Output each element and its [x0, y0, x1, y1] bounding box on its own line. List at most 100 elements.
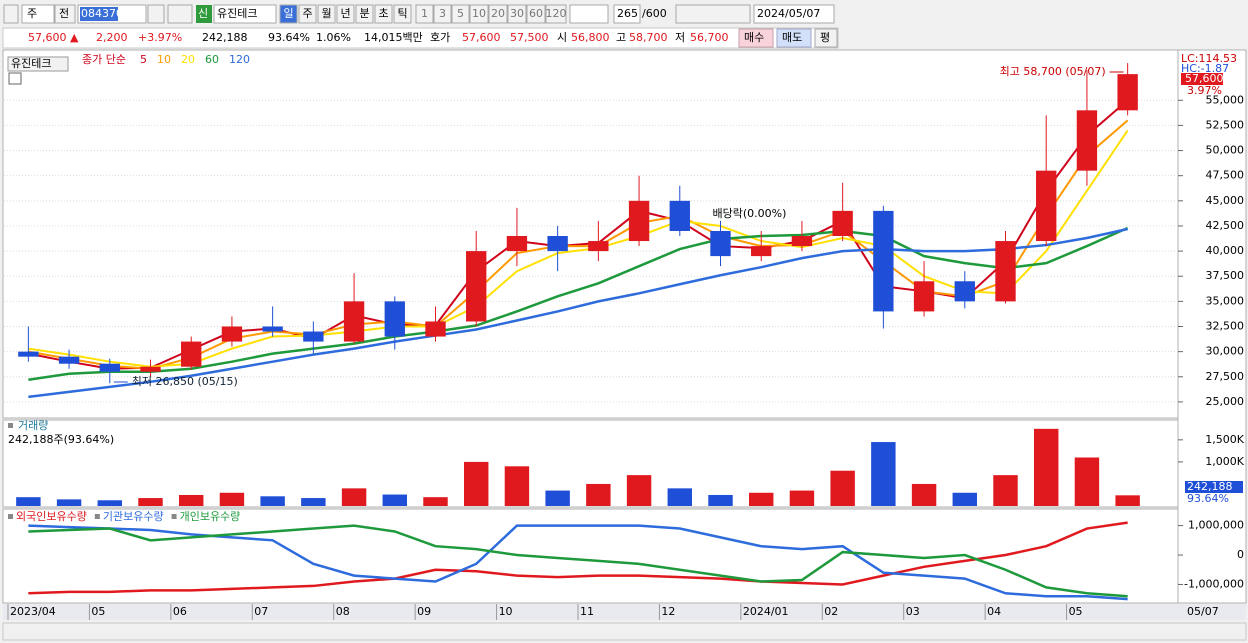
- candle-body: [466, 251, 487, 322]
- empty-select[interactable]: [569, 4, 609, 24]
- sell-button[interactable]: [776, 28, 812, 48]
- badge-text: 신: [198, 7, 208, 20]
- interval-text: 60: [529, 7, 543, 20]
- sound-button[interactable]: [167, 4, 193, 24]
- legend-entry: 60: [205, 53, 219, 66]
- candle-body: [547, 236, 568, 252]
- x-tick-label: 2024/01: [743, 605, 789, 618]
- period-button[interactable]: [317, 4, 336, 24]
- volume-bar: [952, 492, 977, 506]
- y-tick-label: 27,500: [1206, 370, 1245, 383]
- candle-body: [913, 281, 935, 312]
- candle-body: [18, 351, 39, 357]
- toolbar: 주 전 084370 신 유진테크 265 /600 2024/05/07: [3, 4, 835, 24]
- info-bar: 57,600 ▲ 2,200 +3.97% 242,188 93.64% 1.0…: [2, 27, 839, 49]
- search-button[interactable]: [147, 4, 165, 24]
- period-text: 월: [321, 7, 331, 20]
- moving-average-line: [28, 227, 1128, 399]
- x-tick-label: 08: [336, 605, 350, 618]
- volume-bar: [16, 497, 41, 506]
- volume-bar: [423, 497, 448, 506]
- legend-swatch: [171, 514, 177, 519]
- period-button[interactable]: [355, 4, 374, 24]
- moving-average-line: [28, 226, 1129, 382]
- buy-text: 매수: [744, 31, 764, 44]
- period-select-text: 주: [27, 7, 37, 20]
- volume-bar: [97, 500, 122, 506]
- interval-text: 120: [546, 7, 567, 20]
- table-icon[interactable]: [8, 72, 22, 85]
- legend-stock: 유진테크: [11, 57, 51, 70]
- period-text: 틱: [397, 7, 407, 20]
- period-button[interactable]: [298, 4, 317, 24]
- legend-entry: 개인보유수량: [180, 510, 241, 523]
- period-text: 일: [283, 6, 293, 20]
- period-text: 년: [340, 7, 350, 20]
- x-axis-panel: [3, 604, 1246, 620]
- volume-bar: [789, 490, 815, 506]
- candle-body: [588, 241, 609, 252]
- last-volume-pct: 93.64%: [1187, 492, 1229, 505]
- volume-bar: [1074, 457, 1100, 506]
- period-button[interactable]: [393, 4, 412, 24]
- candle-body: [628, 200, 650, 242]
- y-tick-label: 0: [1237, 548, 1244, 561]
- interval-text: 5: [457, 7, 464, 20]
- interval-text: 30: [510, 7, 524, 20]
- legend-entry: 외국인보유수량: [16, 510, 87, 523]
- buy-button[interactable]: [738, 28, 774, 48]
- volume-bar: [138, 498, 163, 506]
- candle-body: [954, 281, 975, 302]
- candle-body: [303, 331, 324, 342]
- candle-body: [669, 200, 690, 231]
- volume-bar: [56, 499, 82, 506]
- menu-icon[interactable]: [3, 4, 19, 24]
- interval-button[interactable]: [469, 4, 489, 24]
- x-tick-label: 06: [173, 605, 187, 618]
- interval-button[interactable]: [451, 4, 470, 24]
- sell-text: 매도: [782, 31, 802, 44]
- interval-button[interactable]: [488, 4, 508, 24]
- count-box[interactable]: [613, 4, 641, 24]
- volume-bar: [911, 483, 937, 506]
- lc-label: LC:114.53: [1181, 52, 1237, 65]
- x-tick-label: 02: [824, 605, 838, 618]
- prev-button[interactable]: [54, 4, 76, 24]
- interval-button[interactable]: [415, 4, 434, 24]
- candle-body: [1117, 74, 1138, 111]
- x-tick-label: 07: [254, 605, 268, 618]
- period-button[interactable]: [374, 4, 393, 24]
- y-tick-label: 40,000: [1206, 244, 1245, 257]
- y-tick-label: -1,000,000: [1184, 577, 1244, 590]
- last-volume: 242,188: [1187, 480, 1233, 493]
- legend-prefix: 종가 단순: [82, 53, 126, 66]
- volume-icon: [8, 423, 13, 428]
- interval-button[interactable]: [507, 4, 527, 24]
- info-quote-label: 호가: [430, 31, 450, 44]
- interval-text: 1: [421, 7, 428, 20]
- last-change: 3.97%: [1187, 84, 1222, 97]
- period-button[interactable]: [279, 4, 298, 24]
- candle-body: [58, 356, 80, 364]
- volume-bar: [749, 492, 774, 506]
- volume-bar: [464, 461, 489, 506]
- candle-body: [1036, 170, 1057, 242]
- x-tick-label: 04: [987, 605, 1001, 618]
- period-button[interactable]: [336, 4, 355, 24]
- avg-button[interactable]: [814, 28, 838, 48]
- name-box[interactable]: [213, 4, 277, 24]
- volume-bar: [219, 492, 245, 506]
- candle-body: [384, 301, 405, 337]
- period-select[interactable]: [21, 4, 55, 24]
- date-box[interactable]: [753, 4, 835, 24]
- interval-button[interactable]: [433, 4, 452, 24]
- tool-icons[interactable]: [675, 4, 751, 24]
- volume-bar: [1034, 428, 1059, 506]
- scroll-bar[interactable]: [2, 622, 1247, 641]
- interval-button[interactable]: [545, 4, 567, 24]
- y-tick-label: 37,500: [1206, 269, 1245, 282]
- code-highlight: [80, 7, 118, 21]
- volume-subtitle: 242,188주(93.64%): [8, 433, 114, 446]
- info-price: 57,600 ▲: [28, 31, 79, 44]
- interval-button[interactable]: [526, 4, 546, 24]
